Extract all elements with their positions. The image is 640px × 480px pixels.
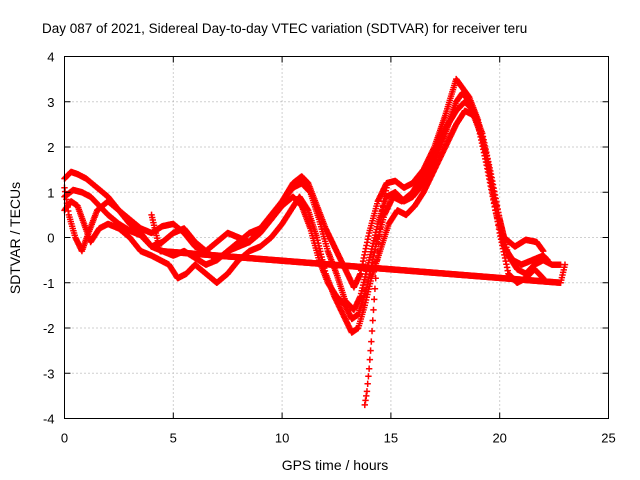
data-point (383, 184, 390, 191)
series-track-6 (148, 211, 569, 286)
data-point (363, 388, 371, 395)
x-tick-labels: 0 5 10 15 20 25 (61, 431, 616, 446)
data-points (61, 75, 569, 409)
data-point (366, 356, 374, 363)
y-tick-label: 0 (47, 231, 54, 246)
x-tick-label: 0 (61, 431, 68, 446)
axis-ticks (64, 56, 609, 419)
y-tick-label: 4 (47, 50, 54, 65)
data-point (376, 225, 384, 232)
y-tick-label: -3 (43, 366, 55, 381)
y-tick-label: 3 (47, 95, 54, 110)
data-point (367, 347, 374, 354)
data-point (561, 261, 569, 268)
data-point (374, 247, 382, 255)
y-tick-label: -4 (43, 412, 55, 427)
x-tick-label: 20 (492, 431, 506, 446)
data-point (378, 213, 385, 220)
y-tick-labels: -4 -3 -2 -1 0 1 2 3 4 (43, 50, 55, 427)
x-axis-label: GPS time / hours (282, 457, 389, 473)
y-axis-label: SDTVAR / TECUs (7, 182, 23, 294)
data-point (373, 256, 381, 264)
series-track-4 (61, 98, 564, 323)
data-point (377, 219, 384, 226)
data-point (376, 232, 383, 240)
data-point (369, 317, 376, 324)
data-point (372, 275, 379, 282)
y-tick-label: -1 (43, 276, 55, 291)
data-point (368, 327, 376, 335)
data-point (370, 306, 377, 314)
x-tick-label: 5 (170, 431, 177, 446)
data-point (364, 380, 371, 388)
data-point (371, 296, 378, 303)
data-point (368, 338, 375, 345)
series-track-5 (361, 184, 390, 409)
y-tick-label: -2 (43, 321, 55, 336)
data-point (375, 240, 382, 247)
x-tick-label: 25 (601, 431, 615, 446)
x-tick-label: 15 (384, 431, 398, 446)
data-point (371, 285, 379, 292)
x-tick-label: 10 (275, 431, 289, 446)
data-point (365, 365, 373, 372)
chart-title: Day 087 of 2021, Sidereal Day-to-day VTE… (42, 21, 527, 36)
data-point (365, 373, 372, 380)
y-tick-label: 2 (47, 140, 54, 155)
y-tick-label: 1 (47, 185, 54, 200)
